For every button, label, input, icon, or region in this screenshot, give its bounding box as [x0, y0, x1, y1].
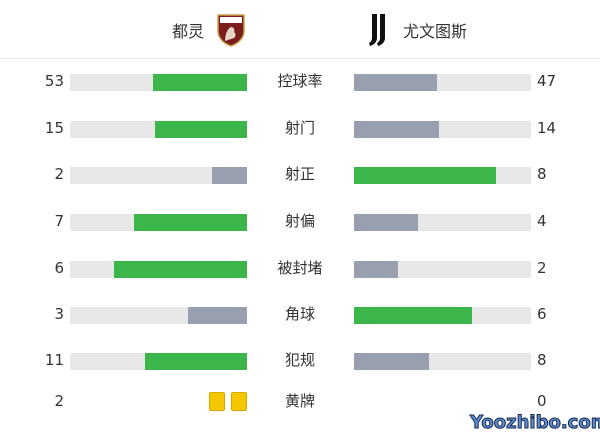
- away-value: 8: [537, 351, 547, 369]
- away-bar-fill: [354, 261, 399, 278]
- home-bar-fill: [134, 214, 247, 231]
- away-value: 4: [537, 212, 547, 230]
- stat-row: 3 角球 6: [0, 305, 600, 325]
- stat-label: 黄牌: [284, 392, 315, 410]
- home-value: 2: [54, 392, 64, 410]
- stat-label: 射门: [284, 119, 315, 137]
- away-value: 47: [537, 72, 557, 90]
- home-value: 7: [54, 212, 64, 230]
- away-bar-track: [354, 214, 531, 231]
- watermark: Yoozhibo.com: [469, 412, 600, 433]
- home-bar-track: [70, 353, 247, 370]
- away-value: 14: [537, 119, 557, 137]
- home-value: 2: [54, 165, 64, 183]
- stat-row: 2 射正 8: [0, 165, 600, 185]
- stat-label: 控球率: [277, 72, 323, 90]
- away-bar-track: [354, 74, 531, 91]
- yellow-card-icon: [209, 392, 225, 411]
- stat-row: 53 控球率 47: [0, 72, 600, 92]
- home-bar-track: [70, 307, 247, 324]
- juventus-logo-icon: [369, 14, 385, 46]
- match-header: 都灵 尤文图斯: [0, 0, 600, 59]
- home-value: 15: [44, 119, 64, 137]
- home-bar-track: [70, 121, 247, 138]
- home-bar-fill: [155, 121, 247, 138]
- home-bar-fill: [188, 307, 247, 324]
- home-bar-track: [70, 167, 247, 184]
- away-bar-fill: [354, 307, 472, 324]
- stat-label: 射偏: [284, 212, 315, 230]
- stat-row: 6 被封堵 2: [0, 259, 600, 279]
- home-bar-track: [70, 261, 247, 278]
- stat-row: 7 射偏 4: [0, 212, 600, 232]
- away-bar-track: [354, 167, 531, 184]
- away-value: 8: [537, 165, 547, 183]
- stat-label: 射正: [284, 165, 315, 183]
- away-bar-fill: [354, 353, 429, 370]
- away-value: 0: [537, 392, 547, 410]
- home-value: 6: [54, 259, 64, 277]
- stat-row: 15 射门 14: [0, 119, 600, 139]
- home-bar-fill: [114, 261, 247, 278]
- home-bar-fill: [153, 74, 247, 91]
- away-bar-track: [354, 261, 531, 278]
- stat-label: 被封堵: [277, 259, 323, 277]
- home-team-name: 都灵: [172, 22, 205, 41]
- stat-row: 11 犯规 8: [0, 351, 600, 371]
- away-bar-track: [354, 121, 531, 138]
- away-bar-track: [354, 353, 531, 370]
- home-value: 53: [44, 72, 64, 90]
- away-bar-fill: [354, 121, 440, 138]
- away-team-name: 尤文图斯: [403, 22, 468, 41]
- torino-crest-icon: [217, 14, 245, 47]
- home-bar-track: [70, 74, 247, 91]
- away-value: 2: [537, 259, 547, 277]
- yellow-card-icon: [231, 392, 247, 411]
- away-bar-track: [354, 307, 531, 324]
- stat-row-yellow-cards: 2 黄牌 0: [0, 392, 600, 412]
- away-bar-fill: [354, 214, 419, 231]
- away-value: 6: [537, 305, 547, 323]
- home-value: 11: [44, 351, 64, 369]
- away-bar-fill: [354, 74, 438, 91]
- stat-label: 角球: [284, 305, 315, 323]
- stat-label: 犯规: [284, 351, 315, 369]
- home-bar-track: [70, 214, 247, 231]
- home-bar-fill: [144, 353, 247, 370]
- away-bar-fill: [354, 167, 496, 184]
- home-bar-fill: [211, 167, 247, 184]
- home-value: 3: [54, 305, 64, 323]
